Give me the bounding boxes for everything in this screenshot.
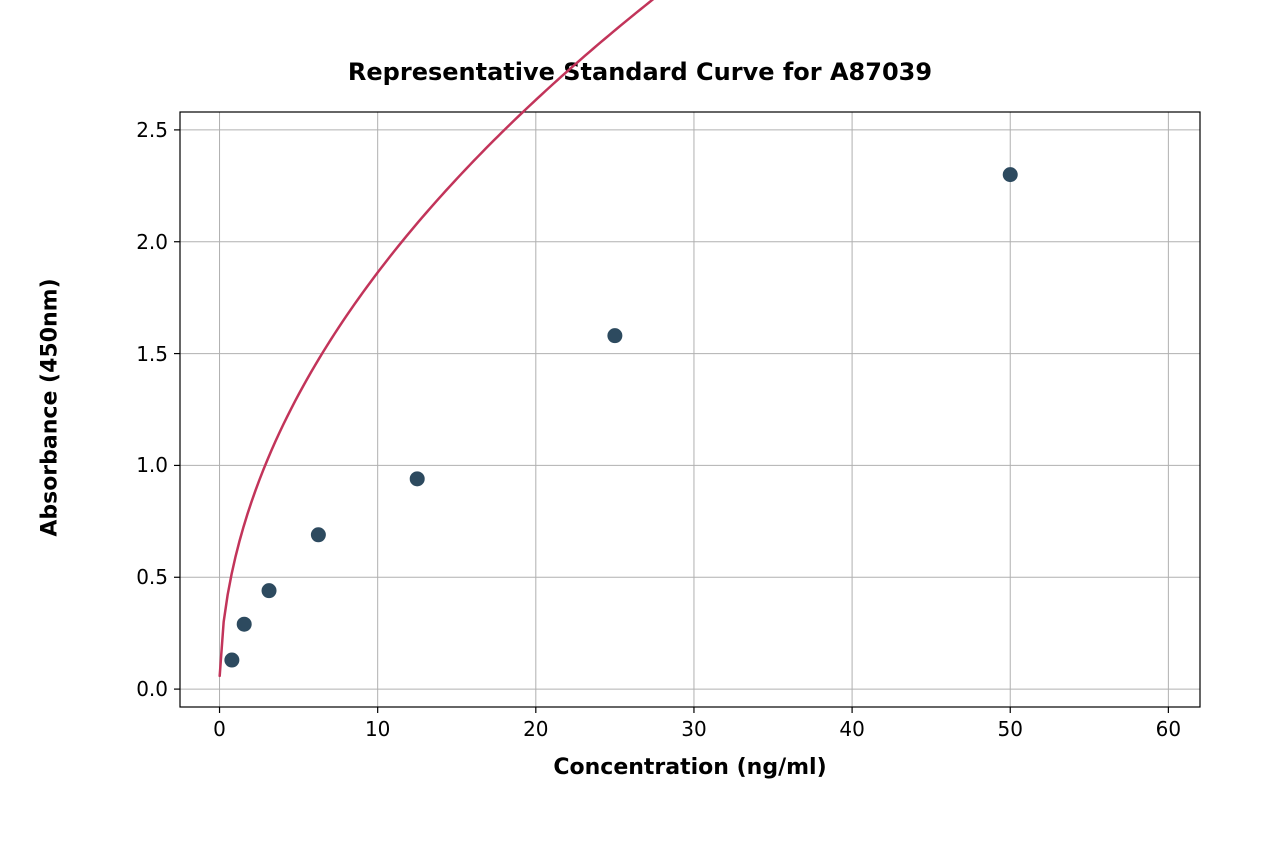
y-tick-label: 2.0 [136, 230, 168, 254]
x-tick-label: 20 [506, 717, 566, 741]
chart-title: Representative Standard Curve for A87039 [0, 58, 1280, 86]
chart-container: Representative Standard Curve for A87039… [0, 0, 1280, 845]
x-axis-label: Concentration (ng/ml) [180, 755, 1200, 780]
x-tick-label: 50 [980, 717, 1040, 741]
x-tick-label: 0 [190, 717, 250, 741]
x-tick-label: 30 [664, 717, 724, 741]
x-tick-label: 10 [348, 717, 408, 741]
y-tick-label: 0.0 [136, 677, 168, 701]
y-axis-label: Absorbance (450nm) [38, 257, 63, 557]
y-tick-label: 2.5 [136, 118, 168, 142]
chart-svg [180, 112, 1200, 707]
x-tick-label: 40 [822, 717, 882, 741]
x-tick-label: 60 [1138, 717, 1198, 741]
y-tick-label: 0.5 [136, 565, 168, 589]
plot-area [180, 112, 1200, 707]
y-tick-label: 1.5 [136, 342, 168, 366]
y-tick-label: 1.0 [136, 453, 168, 477]
